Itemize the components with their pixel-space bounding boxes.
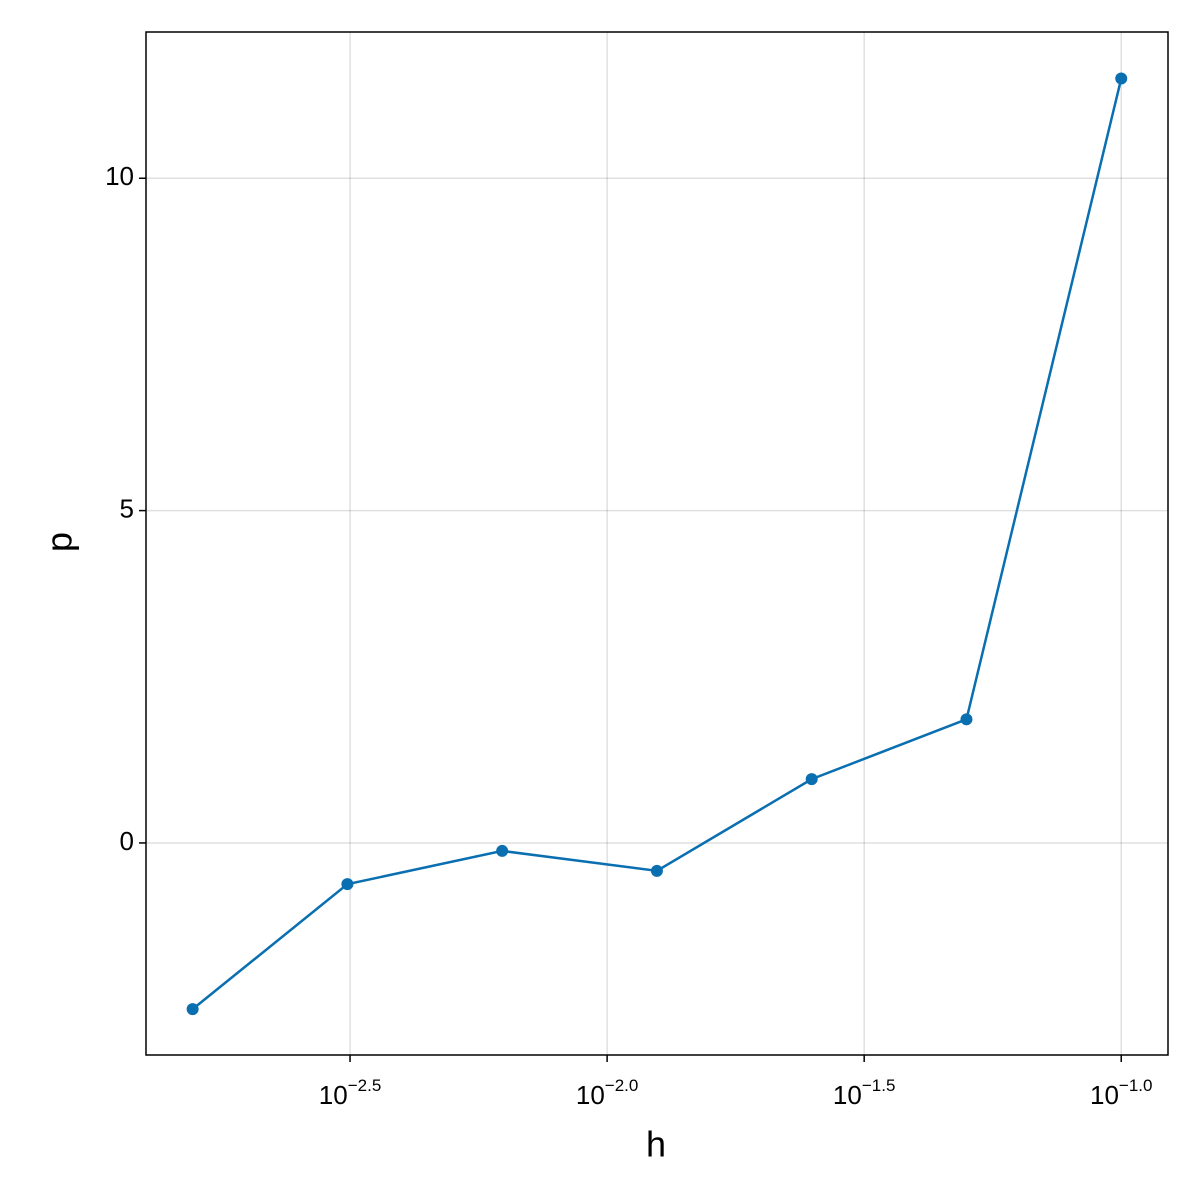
tick-base: 10 — [833, 1080, 862, 1110]
point — [650, 864, 663, 877]
grid — [146, 32, 1168, 1055]
point — [341, 878, 354, 891]
x-tick-label: 10−2.0 — [576, 1076, 638, 1109]
x-tick-label: 10−1.5 — [833, 1076, 895, 1109]
tick-base: 10 — [319, 1080, 348, 1110]
x-tick-label: 10−2.5 — [319, 1076, 381, 1109]
tick-base: 10 — [576, 1080, 605, 1110]
y-axis-label: p — [39, 532, 80, 552]
y-tick-label: 0 — [120, 826, 134, 856]
y-tick-label: 5 — [120, 493, 134, 523]
point — [496, 844, 509, 857]
tick-exponent: −1.5 — [862, 1076, 896, 1095]
point — [1115, 72, 1128, 85]
y-tick-label: 10 — [105, 161, 134, 191]
tick-exponent: −1.0 — [1119, 1076, 1153, 1095]
tick-exponent: −2.0 — [605, 1076, 639, 1095]
x-axis-label: h — [646, 1124, 666, 1165]
tick-exponent: −2.5 — [348, 1076, 382, 1095]
tick-base: 10 — [1090, 1080, 1119, 1110]
point — [805, 773, 818, 786]
point — [960, 713, 973, 726]
plot-frame — [145, 31, 1169, 1056]
x-tick-label: 10−1.0 — [1090, 1076, 1152, 1109]
point — [186, 1003, 199, 1016]
